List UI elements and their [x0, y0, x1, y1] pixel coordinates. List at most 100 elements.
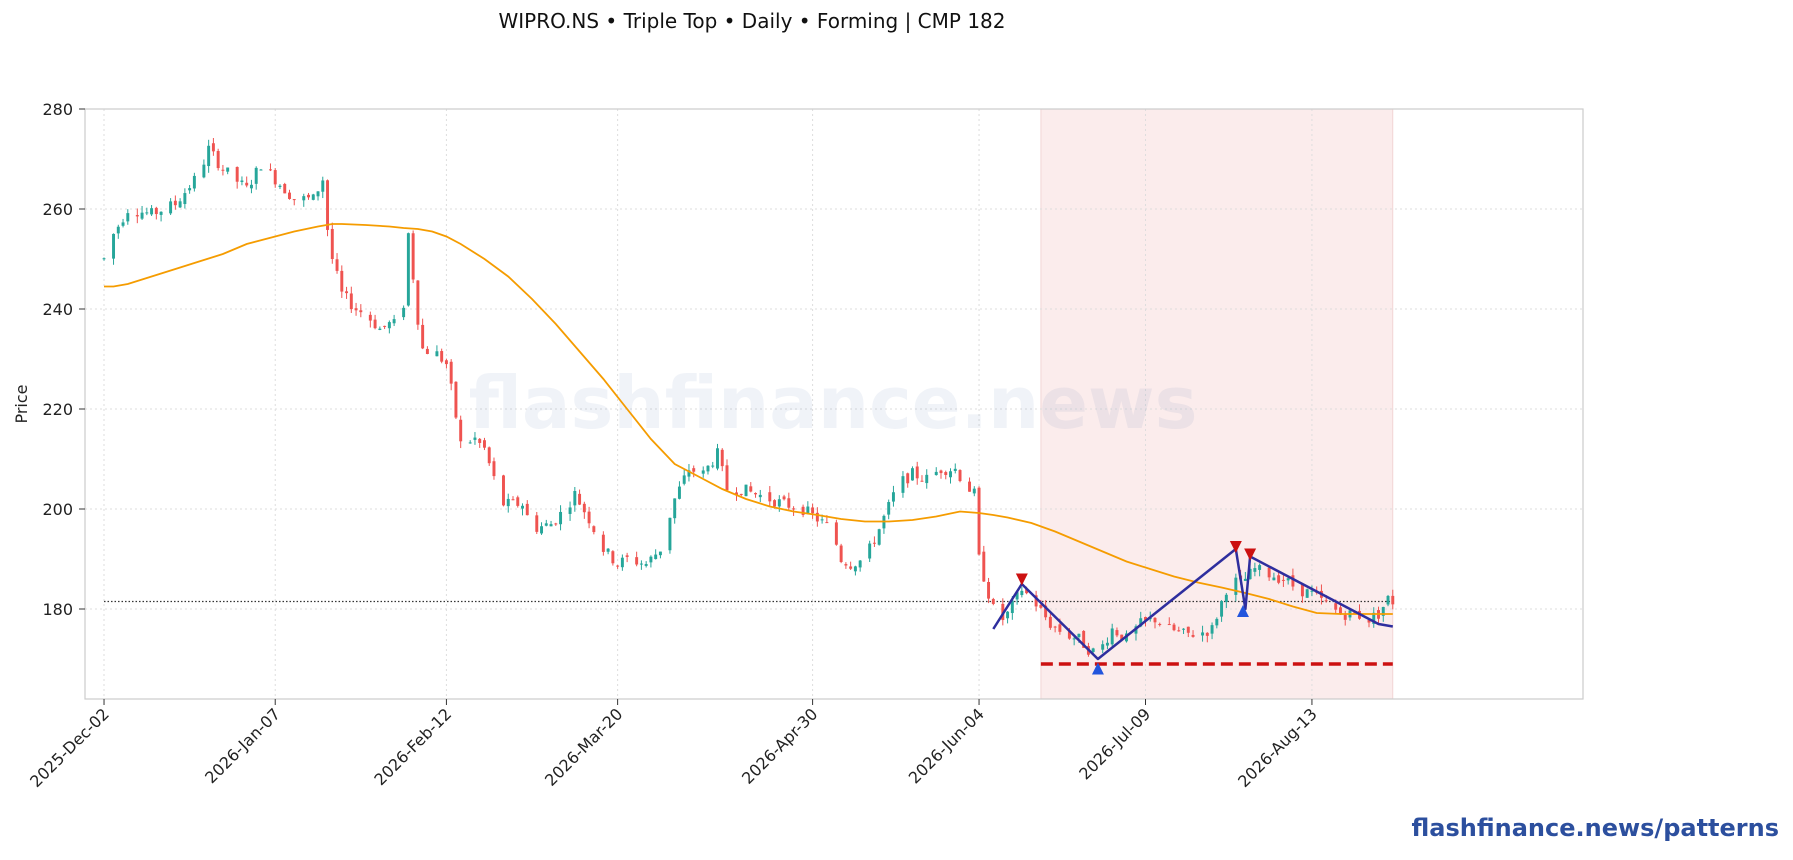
candle-body — [421, 324, 425, 349]
candle-body — [1105, 642, 1109, 646]
candle-body — [1191, 634, 1195, 637]
candle-body — [1267, 567, 1271, 578]
candle-body — [744, 484, 748, 497]
candle-body — [368, 314, 372, 321]
candle-body — [925, 474, 929, 484]
candle-body — [383, 325, 387, 327]
peak-marker — [1015, 573, 1028, 586]
candle-body — [121, 222, 125, 226]
candle-body — [349, 293, 353, 310]
candle-body — [1015, 592, 1019, 600]
candle-body — [288, 192, 291, 199]
x-tick-label: 2026-Feb-12 — [370, 704, 455, 789]
y-tick-label: 240 — [42, 300, 73, 319]
candle-body — [302, 196, 306, 201]
moving-average-layer — [104, 223, 1393, 615]
trough-marker — [1091, 662, 1104, 675]
candle-body — [877, 529, 881, 545]
candle-body — [649, 556, 653, 563]
candle-body — [1072, 638, 1076, 640]
candle-body — [592, 526, 596, 533]
candle-body — [1300, 584, 1304, 597]
y-tick-label: 260 — [42, 200, 73, 219]
candle-body — [668, 517, 672, 551]
candle-body — [768, 492, 772, 502]
candle-body — [482, 440, 486, 448]
plot-frame-layer — [84, 108, 1584, 700]
candle-body — [839, 545, 843, 562]
candle-body — [953, 468, 957, 471]
candle-body — [454, 381, 458, 418]
candle-body — [677, 486, 681, 499]
candle-body — [1210, 625, 1214, 634]
candle-body — [1082, 630, 1086, 648]
candle-body — [1067, 631, 1071, 639]
candle-body — [116, 226, 120, 234]
candle-body — [1101, 644, 1105, 650]
candle-body — [154, 207, 158, 215]
candle-body — [915, 466, 919, 479]
candle-body — [1215, 618, 1219, 626]
candle-body — [335, 259, 339, 271]
trough-marker — [1236, 605, 1249, 617]
candle-body — [716, 448, 719, 469]
candle-body — [758, 494, 762, 498]
candle-body — [825, 522, 829, 524]
candle-body — [511, 499, 515, 501]
candle-body — [1091, 648, 1095, 653]
candle-body — [188, 188, 192, 191]
candle-body — [226, 167, 230, 172]
candle-body — [891, 492, 895, 502]
candle-body — [1258, 565, 1262, 570]
candle-body — [516, 497, 520, 506]
candle-body — [435, 351, 439, 357]
candle-body — [1391, 595, 1395, 605]
candle-body — [949, 471, 952, 478]
x-tick-label: 2026-Jun-04 — [905, 704, 988, 787]
candle-body — [934, 471, 938, 476]
peak-marker — [1244, 548, 1257, 561]
candle-body — [549, 524, 553, 527]
candle-body — [202, 164, 206, 178]
candle-body — [858, 560, 862, 568]
candle-body — [1253, 568, 1257, 572]
candle-body — [425, 348, 429, 354]
candle-body — [1006, 611, 1010, 619]
candle-body — [416, 280, 420, 325]
candle-body — [901, 476, 905, 493]
x-tick-label: 2026-Jul-09 — [1075, 704, 1154, 783]
candle-body — [544, 523, 548, 526]
candle-body — [159, 211, 163, 215]
candle-body — [112, 233, 116, 259]
candle-body — [601, 534, 605, 552]
candle-body — [1386, 595, 1390, 605]
candle-body — [183, 193, 187, 205]
y-tick-label: 220 — [42, 400, 73, 419]
candle-body — [1334, 603, 1338, 610]
markers-layer — [1015, 541, 1257, 675]
candle-body — [1120, 634, 1124, 640]
candle-body — [754, 493, 758, 495]
candle-body — [792, 508, 796, 510]
candle-body — [449, 361, 453, 384]
candle-body — [173, 200, 177, 206]
candle-body — [378, 328, 382, 330]
candle-body — [1025, 588, 1029, 594]
candle-body — [1353, 612, 1357, 614]
candle-body — [749, 486, 753, 492]
candle-body — [1186, 626, 1190, 633]
candle-body — [1053, 626, 1057, 628]
candle-body — [1367, 619, 1371, 623]
candle-body — [1010, 600, 1014, 614]
candle-body — [1248, 568, 1252, 580]
x-tick-label: 2026-Aug-13 — [1234, 704, 1321, 791]
candle-body — [587, 511, 591, 524]
candle-body — [625, 555, 629, 557]
footer-link[interactable]: flashfinance.news/patterns — [1411, 814, 1779, 842]
candle-body — [292, 199, 296, 201]
candle-body — [1034, 595, 1038, 607]
candle-body — [644, 564, 648, 566]
grid-layer — [85, 108, 1583, 699]
candle-body — [411, 233, 415, 280]
